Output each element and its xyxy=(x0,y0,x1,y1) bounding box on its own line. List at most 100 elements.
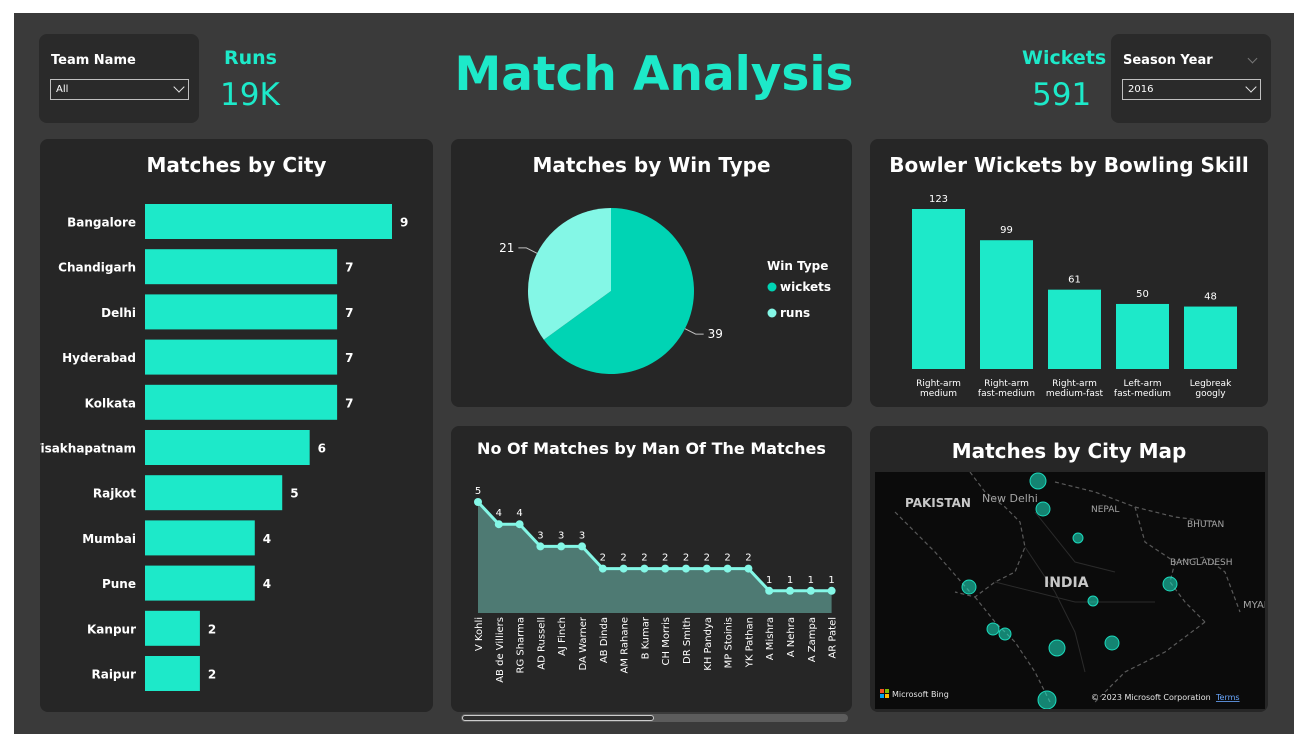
city-bar xyxy=(145,249,338,285)
data-point xyxy=(640,564,649,573)
map-terms-link[interactable]: Terms xyxy=(1215,693,1240,702)
dashboard: Team Name All Runs 19K Match Analysis Wi… xyxy=(14,13,1294,734)
city-bubble xyxy=(1037,690,1057,709)
wickets-value: 591 xyxy=(1032,77,1092,113)
data-label: 2 xyxy=(641,553,647,564)
data-label: 1 xyxy=(787,575,793,586)
data-point xyxy=(557,542,566,551)
map-attribution: Microsoft Bing xyxy=(892,690,949,699)
chart-title: Matches by City xyxy=(146,153,327,177)
player-label: AB de Villiers xyxy=(495,617,506,683)
team-name-value: All xyxy=(56,84,69,95)
chart-title: Matches by City Map xyxy=(951,439,1187,463)
city-value-label: 5 xyxy=(290,487,298,501)
city-label: Delhi xyxy=(101,306,136,320)
season-year-label: Season Year xyxy=(1123,53,1213,68)
data-label: 1 xyxy=(766,575,772,586)
map-label: BANGLADESH xyxy=(1170,558,1233,568)
player-label: AD Russell xyxy=(536,617,547,670)
skill-bar xyxy=(1116,303,1169,369)
skill-value-label: 48 xyxy=(1204,292,1217,303)
player-label: DR Smith xyxy=(682,617,693,664)
city-map[interactable]: PAKISTAN New Delhi NEPAL BHUTAN BANGLADE… xyxy=(875,472,1265,709)
matches-by-city-chart: Bangalore 9 Chandigarh 7 Delhi 7 Hyderabad 7 Kol… xyxy=(40,204,408,691)
city-bubble xyxy=(998,627,1012,641)
city-value-label: 7 xyxy=(345,396,353,410)
season-year-value: 2016 xyxy=(1128,84,1154,95)
scrollbar-thumb[interactable] xyxy=(462,715,654,721)
pie-leader-line xyxy=(684,328,704,335)
data-label: 2 xyxy=(724,553,730,564)
legend-marker xyxy=(767,308,777,318)
skill-category-label: Right-arm xyxy=(916,379,961,389)
chart-title: Matches by Win Type xyxy=(532,153,771,177)
data-label: 2 xyxy=(620,553,626,564)
city-bubble xyxy=(1072,532,1084,544)
season-expand-icon[interactable] xyxy=(1247,53,1258,64)
city-bubble xyxy=(1087,595,1099,607)
city-value-label: 6 xyxy=(318,442,326,456)
city-bar xyxy=(145,430,310,465)
area-fill xyxy=(478,502,832,613)
city-bar xyxy=(145,520,255,556)
data-label: 3 xyxy=(579,530,585,541)
player-label: YK Pathan xyxy=(744,617,755,668)
skill-bar xyxy=(1048,289,1101,369)
city-value-label: 7 xyxy=(345,261,353,275)
horizontal-scrollbar[interactable] xyxy=(461,714,848,722)
city-label: Kolkata xyxy=(85,396,136,410)
city-label: Rajkot xyxy=(93,487,136,501)
city-bubbles xyxy=(961,472,1178,709)
map-borders xyxy=(894,472,1241,703)
chart-title: Bowler Wickets by Bowling Skill xyxy=(889,153,1249,177)
skill-value-label: 99 xyxy=(1000,225,1013,236)
data-label: 3 xyxy=(558,530,564,541)
team-name-label: Team Name xyxy=(51,53,136,68)
player-label: V Kohli xyxy=(474,617,485,651)
city-bubble xyxy=(986,622,1000,636)
city-bar xyxy=(145,565,255,601)
data-point xyxy=(765,586,774,595)
data-label: 2 xyxy=(662,553,668,564)
data-point xyxy=(598,564,607,573)
map-label: BHUTAN xyxy=(1187,520,1224,530)
legend-label: wickets xyxy=(780,280,831,294)
player-label: A Nehra xyxy=(786,617,797,657)
city-bubble xyxy=(1029,472,1047,490)
team-name-slicer: Team Name All xyxy=(39,34,199,123)
chevron-down-icon[interactable] xyxy=(173,81,185,93)
data-label: 2 xyxy=(704,553,710,564)
pie-value-label: 39 xyxy=(708,327,723,341)
bowler-wickets-chart: 123Right-armmedium99Right-armfast-medium… xyxy=(912,194,1237,399)
city-value-label: 7 xyxy=(345,306,353,320)
city-bar xyxy=(145,204,392,239)
matches-by-win-type-card: Matches by Win Type 39 21 Win Type wickets r… xyxy=(451,139,852,407)
skill-value-label: 50 xyxy=(1136,289,1149,300)
runs-label: Runs xyxy=(224,47,277,69)
pie-leader-line xyxy=(518,247,538,254)
chevron-down-icon[interactable] xyxy=(1245,81,1257,93)
city-label: Mumbai xyxy=(82,532,136,546)
city-label: Bangalore xyxy=(67,216,136,230)
map-roads xyxy=(994,511,1155,673)
player-label: A Zampa xyxy=(807,617,818,662)
player-label: AR Patel xyxy=(828,617,839,659)
city-bubble xyxy=(1104,635,1120,651)
data-label: 5 xyxy=(475,486,481,497)
city-bar xyxy=(145,656,200,691)
data-point xyxy=(578,542,586,551)
player-label: MP Stoinis xyxy=(724,617,735,668)
data-point xyxy=(723,564,732,573)
skill-bar xyxy=(1184,306,1237,369)
data-point xyxy=(786,586,794,595)
data-point xyxy=(827,586,836,595)
city-value-label: 2 xyxy=(208,622,216,636)
matches-by-city-map-card: Matches by City Map PAKISTAN New Delhi N… xyxy=(870,426,1268,712)
data-point xyxy=(744,564,753,573)
skill-category-label: Right-arm xyxy=(1052,379,1097,389)
microsoft-logo-icon xyxy=(880,689,889,698)
team-name-dropdown[interactable]: All xyxy=(50,79,189,100)
city-bubble xyxy=(961,579,977,595)
data-label: 1 xyxy=(828,575,834,586)
season-year-dropdown[interactable]: 2016 xyxy=(1122,79,1261,100)
